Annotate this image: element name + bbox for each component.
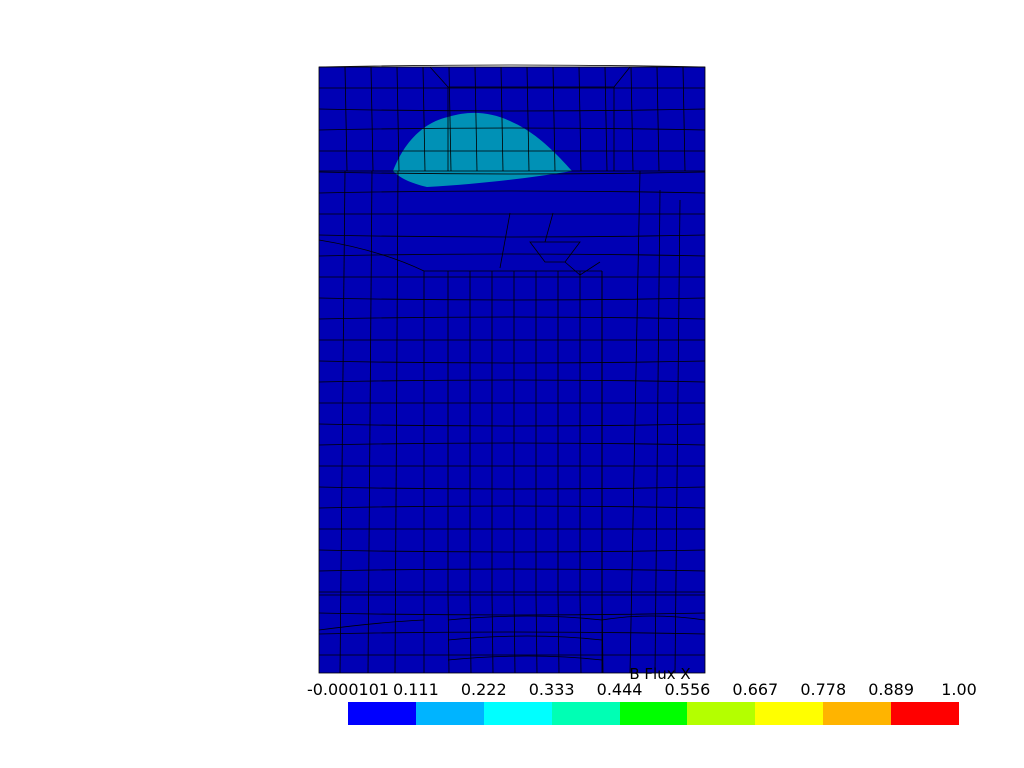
mesh-row-line bbox=[318, 127, 706, 131]
mesh-row-line bbox=[318, 423, 706, 427]
scalar-bar-swatch bbox=[415, 702, 484, 725]
mesh-col-line bbox=[396, 66, 400, 172]
mesh-row-line bbox=[318, 297, 706, 301]
mesh-border bbox=[318, 66, 706, 674]
mesh-row-line bbox=[318, 234, 706, 238]
scalar-bar-tick-label: -0.000101 bbox=[306, 680, 390, 699]
mesh-col-line bbox=[422, 66, 426, 172]
mesh-col-line bbox=[557, 594, 560, 674]
mesh-row-line bbox=[318, 108, 706, 112]
mesh-col-line bbox=[344, 66, 348, 172]
mesh-col-line bbox=[500, 66, 504, 172]
scalar-bar-tick-label: 0.667 bbox=[732, 680, 779, 699]
mesh-row-line bbox=[318, 549, 706, 553]
mesh-col-line bbox=[469, 594, 472, 674]
mesh-col-line bbox=[552, 66, 556, 172]
scalar-bar-tick-label: 0.778 bbox=[800, 680, 847, 699]
mesh-row-line bbox=[318, 171, 706, 175]
mesh-col-line bbox=[474, 66, 478, 172]
mesh-row-line bbox=[318, 505, 706, 509]
mesh-row-line bbox=[318, 486, 706, 490]
mesh-row-line bbox=[318, 253, 706, 257]
scalar-bar-title: B Flux X bbox=[629, 665, 691, 683]
scalar-bar-swatch bbox=[348, 702, 416, 725]
scalar-bar-tick-label: 0.556 bbox=[664, 680, 711, 699]
mesh-col-line bbox=[513, 594, 516, 674]
mesh-col-line bbox=[448, 66, 452, 172]
mesh-col-line bbox=[682, 66, 686, 172]
scalar-bar-tick-label: 0.444 bbox=[596, 680, 643, 699]
mesh-grid-irregular bbox=[318, 66, 706, 674]
mesh-col-line bbox=[578, 66, 582, 172]
scalar-bar bbox=[348, 702, 960, 725]
scalar-bar-swatch bbox=[823, 702, 892, 725]
flux-region bbox=[393, 112, 572, 187]
scalar-bar-swatch bbox=[551, 702, 620, 725]
mesh-row-line bbox=[318, 612, 706, 616]
scalar-bar-swatch bbox=[755, 702, 824, 725]
mesh-col-line bbox=[656, 66, 660, 172]
scalar-bar-swatch bbox=[891, 702, 960, 725]
mesh-col-line bbox=[579, 594, 582, 674]
mesh-col-line bbox=[370, 66, 374, 172]
scalar-bar-tick-label: 0.222 bbox=[460, 680, 507, 699]
mesh-row-line bbox=[318, 190, 706, 194]
mesh-row-line bbox=[318, 442, 706, 446]
mesh-col-line bbox=[526, 66, 530, 172]
mesh-row-line bbox=[318, 64, 706, 68]
scalar-bar-tick-label: 0.111 bbox=[392, 680, 439, 699]
mesh-row-line bbox=[318, 631, 706, 635]
scalar-bar-swatch bbox=[483, 702, 552, 725]
mesh-col-line bbox=[535, 594, 538, 674]
mesh-col-line bbox=[630, 66, 634, 172]
mesh-col-line bbox=[604, 66, 608, 172]
scalar-bar-tick-label: 0.889 bbox=[868, 680, 915, 699]
mesh-grid bbox=[318, 64, 706, 674]
mesh-col-line bbox=[491, 594, 494, 674]
scalar-bar-swatch bbox=[619, 702, 688, 725]
scalar-bar-swatch bbox=[687, 702, 756, 725]
mesh-row-line bbox=[318, 568, 706, 572]
scalar-bar-tick-label: 1.00 bbox=[941, 680, 977, 699]
scalar-bar-tick-label: 0.333 bbox=[528, 680, 575, 699]
